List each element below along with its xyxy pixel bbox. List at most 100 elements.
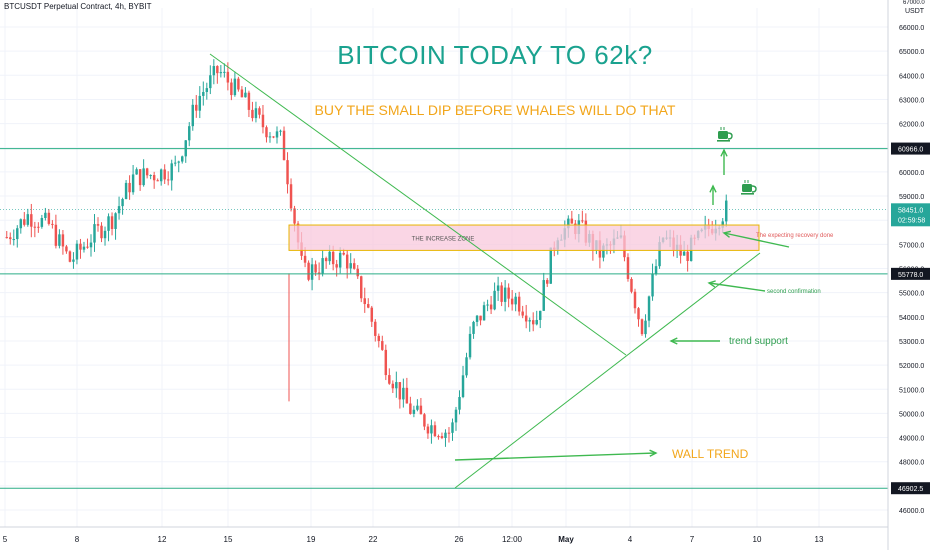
candle-body — [188, 126, 191, 141]
time-tick-label: 5 — [3, 535, 8, 544]
candle-body — [244, 92, 247, 98]
axis-currency: USDT — [905, 8, 925, 15]
time-axis: 5 8 12 15 19 22 26 12:00 May 4 7 10 13 — [0, 526, 888, 544]
candle-body — [419, 405, 423, 415]
tag-level-low-bg — [891, 482, 930, 495]
candle-body — [412, 409, 416, 414]
candle-body — [195, 104, 198, 111]
price-tick-label: 63000.0 — [899, 97, 924, 104]
candle-body — [493, 290, 496, 310]
candle-body — [265, 127, 268, 138]
headline-title: BITCOIN TODAY TO 62k? — [337, 40, 653, 70]
candle-body — [531, 320, 535, 325]
candle-body — [454, 409, 458, 423]
candle-body — [96, 224, 100, 226]
candle-body — [496, 285, 500, 291]
candle-body — [433, 425, 437, 437]
candle-body — [173, 162, 177, 164]
second-confirmation-arrow — [708, 282, 766, 292]
price-tick-label: 65000.0 — [899, 49, 924, 56]
candle-body — [216, 66, 219, 74]
price-tick-label: 50000.0 — [899, 411, 924, 418]
candle-body — [198, 95, 202, 111]
candle-body — [26, 214, 30, 225]
candle-body — [117, 206, 121, 214]
second-confirmation-label: second confirmation — [767, 289, 821, 295]
candle-body — [342, 252, 345, 255]
candle-body — [524, 315, 528, 322]
candle-body — [75, 243, 79, 260]
price-tick-label: 54000.0 — [899, 315, 924, 322]
recovery-arrow-head — [722, 230, 731, 238]
time-tick-label: 19 — [307, 535, 316, 544]
candle-body — [114, 213, 117, 229]
symbol-header: BTCUSDT Perpetual Contract, 4h, BYBIT — [4, 2, 152, 11]
candle-body — [89, 242, 93, 248]
candle-body — [135, 169, 138, 175]
candle-body — [423, 414, 426, 427]
price-tick-label: 64000.0 — [899, 73, 924, 80]
time-tick-label: 13 — [815, 535, 824, 544]
candle-body — [331, 251, 335, 265]
candle-body — [395, 382, 398, 389]
candle-body — [377, 335, 381, 342]
time-tick-label: 8 — [75, 535, 80, 544]
candle-body — [528, 320, 531, 322]
candle-body — [138, 169, 142, 186]
price-tick-label: 62000.0 — [899, 122, 924, 129]
coffee-cup-icon — [717, 127, 733, 142]
candle-body — [303, 255, 307, 263]
candle-body — [230, 82, 233, 96]
candle-body — [258, 108, 261, 115]
tag-level-mid: 55778.0 — [898, 272, 923, 279]
candle-body — [444, 432, 447, 438]
candle-body — [100, 225, 103, 239]
candle-body — [156, 180, 159, 182]
candle-body — [437, 436, 440, 438]
candle-body — [317, 272, 321, 274]
candle-body — [247, 92, 251, 110]
candle-body — [489, 304, 493, 310]
time-tick-label: 26 — [455, 535, 464, 544]
candle-body — [251, 109, 254, 119]
coffee-cup-body — [718, 131, 728, 139]
candle-body — [725, 200, 728, 222]
candle-body — [503, 287, 507, 302]
candle-body — [321, 258, 324, 274]
candle-body — [61, 234, 65, 247]
coffee-cup-saucer — [741, 193, 754, 195]
candle-body — [500, 285, 503, 302]
candle-body — [72, 259, 75, 262]
candle-body — [349, 263, 352, 269]
candle-body — [398, 382, 402, 400]
candle-body — [458, 397, 461, 410]
candle-body — [131, 174, 135, 193]
candle-body — [275, 131, 279, 138]
candle-body — [546, 280, 549, 284]
tag-level-top-bg — [891, 142, 930, 155]
candle-body — [391, 383, 395, 389]
candle-body — [651, 274, 654, 297]
candle-body — [40, 217, 44, 227]
candle-body — [535, 319, 538, 325]
price-tick-label: 51000.0 — [899, 387, 924, 394]
coffee-cup-handle — [727, 132, 733, 140]
candle-body — [152, 175, 156, 181]
candle-body — [451, 422, 454, 433]
candle-body — [254, 108, 258, 119]
increase-zone — [288, 224, 760, 251]
candle-body — [310, 264, 314, 280]
candle-body — [324, 258, 328, 262]
candle-body — [549, 247, 552, 284]
trend-support-arrow-head — [669, 337, 678, 345]
up-arrow-small-head — [709, 184, 717, 193]
candle-body — [602, 245, 605, 258]
candle-body — [149, 175, 152, 177]
tag-last-bg — [891, 203, 930, 227]
wall-trend-arrow-head — [649, 449, 658, 457]
candle-body — [205, 88, 209, 93]
candle-body — [644, 320, 647, 335]
candle-body — [345, 254, 349, 269]
candle-body — [293, 208, 296, 224]
